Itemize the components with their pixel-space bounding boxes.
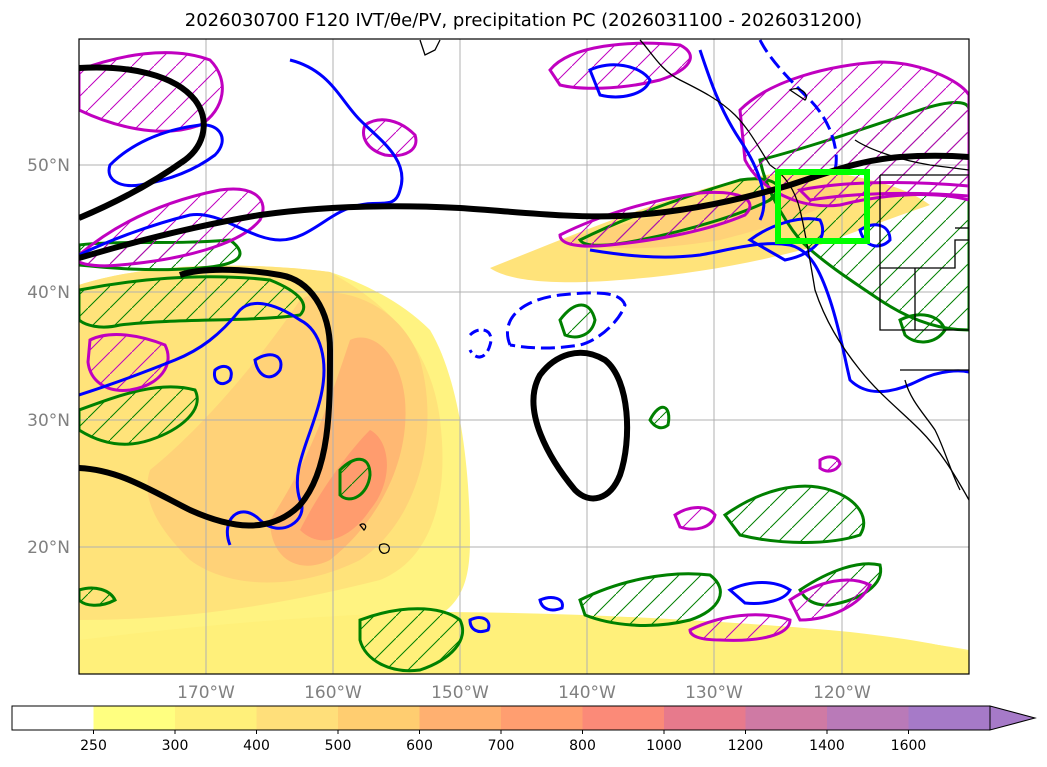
colorbar-segment	[582, 706, 665, 730]
colorbar-segment	[827, 706, 910, 730]
lon-label: 160°W	[304, 683, 362, 703]
colorbar-tick-label: 700	[488, 738, 515, 754]
colorbar-segment	[419, 706, 502, 730]
colorbar-segment	[175, 706, 258, 730]
lat-label: 40°N	[27, 283, 70, 303]
colorbar-tick-label: 500	[325, 738, 352, 754]
colorbar-tick-label: 300	[162, 738, 189, 754]
colorbar-segment	[908, 706, 991, 730]
colorbar-segment	[501, 706, 584, 730]
lon-label: 130°W	[685, 683, 743, 703]
lon-label: 120°W	[813, 683, 871, 703]
longitude-labels: 170°W 160°W 150°W 140°W 130°W 120°W	[177, 683, 871, 703]
colorbar-tick-label: 1600	[891, 738, 927, 754]
colorbar-segment	[12, 706, 95, 730]
colorbar-segment	[256, 706, 339, 730]
jet-contours	[79, 64, 969, 529]
map-frame	[78, 38, 970, 675]
colorbar-tick-label: 400	[243, 738, 270, 754]
lon-label: 140°W	[558, 683, 616, 703]
colorbar-segment	[664, 706, 747, 730]
map-title: 2026030700 F120 IVT/θe/PV, precipitation…	[184, 10, 863, 31]
lon-label: 170°W	[177, 683, 235, 703]
colorbar-segment	[745, 706, 828, 730]
lat-label: 30°N	[27, 411, 70, 431]
colorbar-tick-label: 1200	[728, 738, 764, 754]
lon-label: 150°W	[431, 683, 489, 703]
coastline	[359, 39, 969, 554]
colorbar-tick-label: 1400	[809, 738, 845, 754]
target-region-box	[775, 169, 870, 244]
lat-label: 50°N	[27, 156, 70, 176]
colorbar-tick-label: 250	[80, 738, 107, 754]
colorbar-tick-label: 600	[406, 738, 433, 754]
colorbar-tick-label: 800	[569, 738, 596, 754]
colorbar-extend-arrow	[989, 705, 1037, 731]
lat-label: 20°N	[27, 538, 70, 558]
latitude-labels: 50°N 40°N 30°N 20°N	[27, 156, 70, 558]
colorbar-segment	[338, 706, 421, 730]
colorbar-segment	[93, 706, 176, 730]
colorbar: 250 300 400 500 600 700 800 1000 1200 1400 1600	[11, 705, 1037, 754]
colorbar-tick-label: 1000	[646, 738, 682, 754]
